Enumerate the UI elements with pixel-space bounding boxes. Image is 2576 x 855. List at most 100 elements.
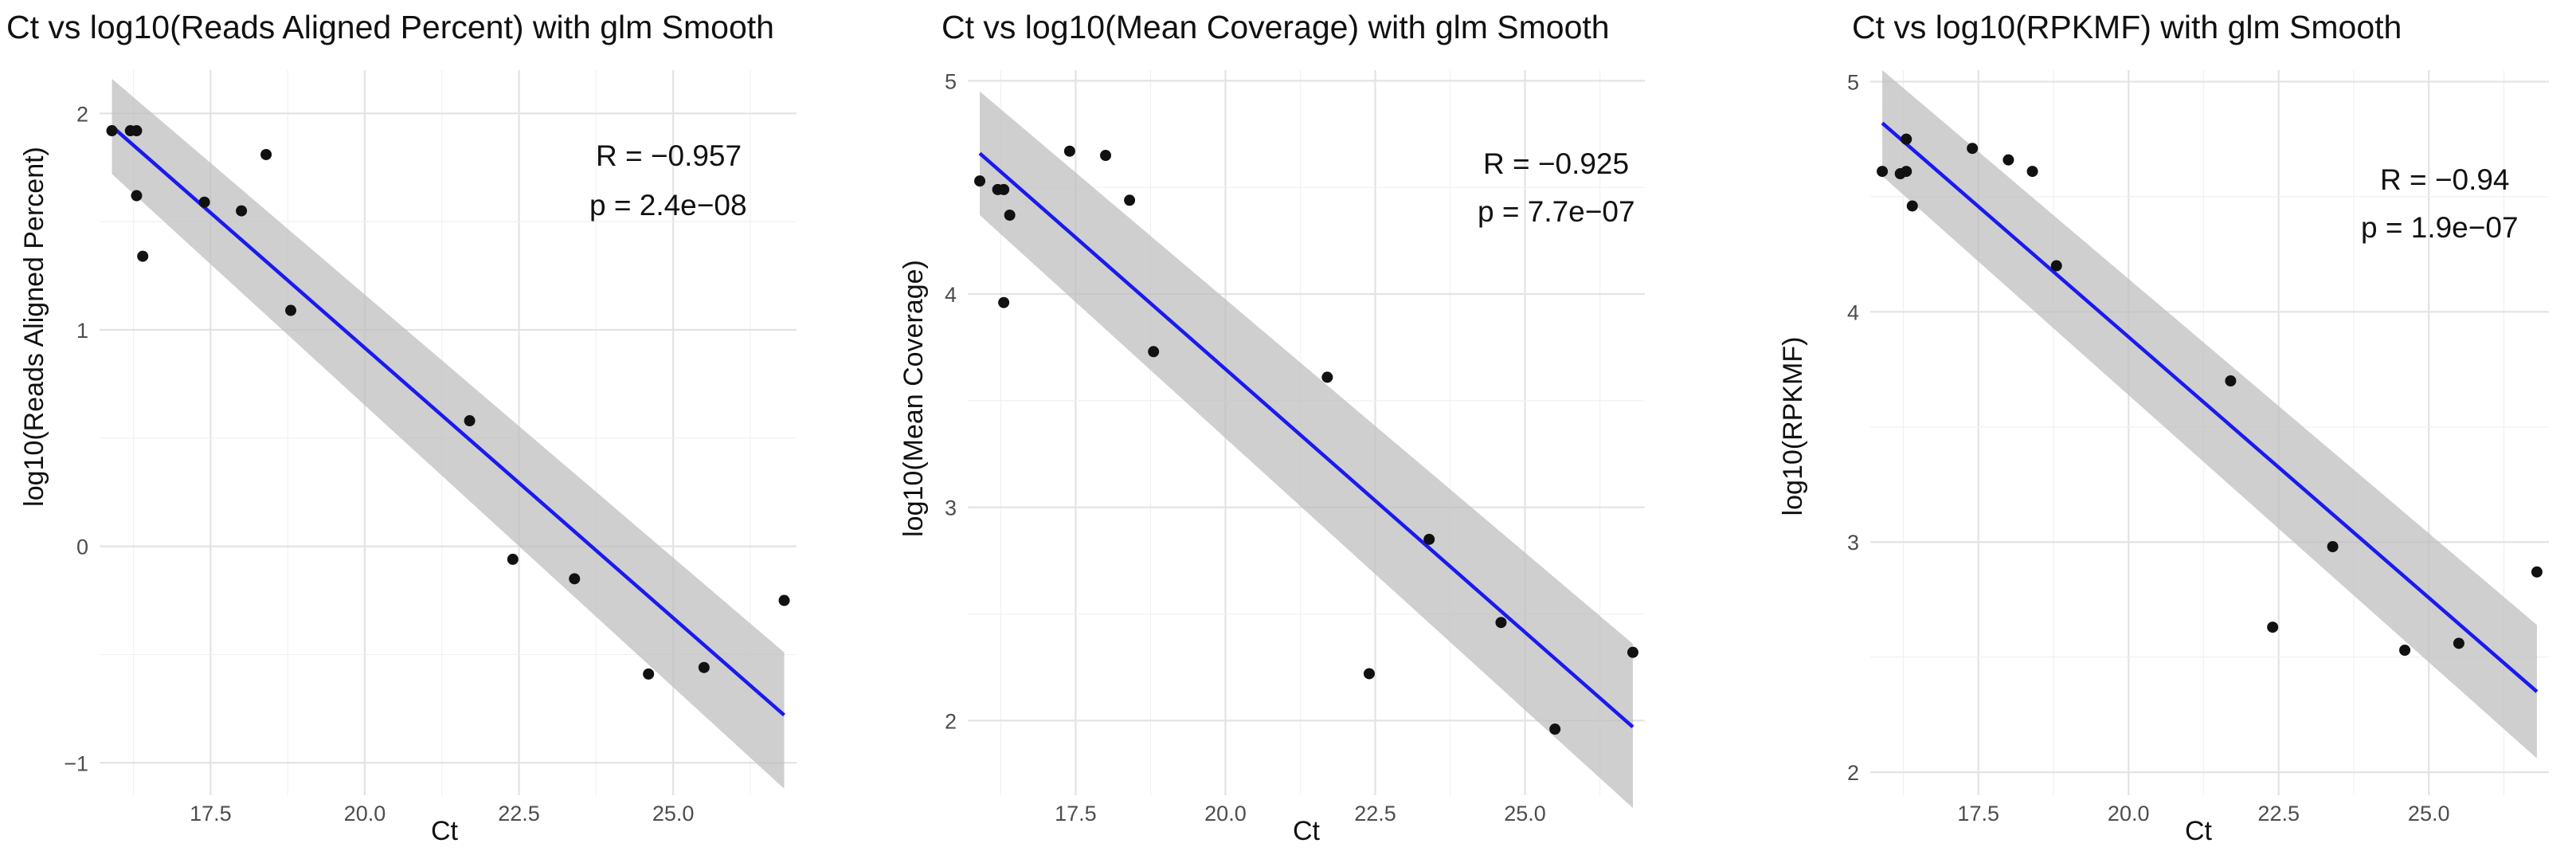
- y-tick-labels: 2 3 4 5: [945, 69, 957, 733]
- y-axis-label: log10(Reads Aligned Percent): [19, 147, 49, 507]
- data-point: [998, 183, 1010, 195]
- y-tick-labels: 2 3 4 5: [1847, 70, 1859, 785]
- data-point: [1627, 646, 1638, 658]
- data-point: [1549, 724, 1561, 735]
- fit-line: [111, 124, 785, 717]
- y-tick-label: −1: [64, 751, 88, 775]
- data-points: [974, 145, 1638, 735]
- chart-panel-1: Ct vs log10(Reads Aligned Percent) with …: [6, 9, 797, 846]
- data-point: [198, 196, 210, 208]
- x-tick-label: 22.5: [1354, 802, 1396, 826]
- data-point: [2026, 166, 2038, 178]
- fit-line: [1881, 121, 2539, 693]
- chart-panel-2: Ct vs log10(Mean Coverage) with glm Smoo…: [898, 9, 1645, 846]
- correlation-p: p = 1.9e−07: [2361, 211, 2519, 244]
- data-point: [1901, 166, 1912, 178]
- data-point: [2267, 622, 2279, 633]
- y-tick-label: 5: [1847, 70, 1859, 94]
- chart-title: Ct vs log10(Mean Coverage) with glm Smoo…: [942, 9, 1610, 45]
- correlation-r: R = −0.957: [596, 139, 742, 172]
- x-tick-label: 17.5: [1055, 802, 1097, 826]
- plot-area: 17.5 20.0 22.5 25.0 −1 0 1 2: [64, 70, 797, 826]
- plot-area: 17.5 20.0 22.5 25.0 2 3 4 5: [945, 69, 1645, 826]
- data-point: [1901, 133, 1912, 145]
- chart-panel-3: Ct vs log10(RPKMF) with glm Smooth 17.5 2…: [1778, 9, 2549, 846]
- data-point: [260, 148, 272, 160]
- data-point: [464, 415, 476, 427]
- x-tick-label: 22.5: [2257, 802, 2300, 826]
- data-point: [1495, 617, 1507, 629]
- y-tick-label: 4: [945, 283, 957, 307]
- data-point: [131, 190, 143, 202]
- data-point: [1063, 145, 1075, 157]
- confidence-ribbon: [112, 78, 785, 789]
- y-tick-label: 2: [945, 709, 957, 733]
- confidence-ribbon: [980, 91, 1633, 809]
- data-point: [1967, 143, 1979, 155]
- data-point: [2225, 375, 2237, 386]
- data-point: [998, 296, 1010, 308]
- correlation-p: p = 7.7e−07: [1478, 195, 1635, 228]
- data-point: [285, 304, 297, 316]
- data-point: [1423, 533, 1435, 545]
- data-points: [106, 125, 790, 680]
- data-point: [2050, 260, 2062, 272]
- data-point: [507, 553, 519, 565]
- data-point: [1100, 150, 1112, 162]
- data-point: [1906, 200, 1918, 212]
- chart-title: Ct vs log10(RPKMF) with glm Smooth: [1852, 9, 2402, 45]
- data-point: [1363, 668, 1375, 680]
- y-tick-label: 5: [945, 69, 957, 93]
- data-point: [2002, 154, 2014, 166]
- y-axis-label: log10(RPKMF): [1778, 337, 1808, 516]
- data-point: [643, 668, 655, 680]
- x-axis-label: Ct: [1293, 816, 1321, 846]
- x-tick-label: 17.5: [190, 802, 232, 826]
- y-axis-label: log10(Mean Coverage): [898, 260, 929, 537]
- correlation-p: p = 2.4e−08: [589, 189, 747, 222]
- y-tick-label: 0: [76, 535, 88, 559]
- x-tick-labels: 17.5 20.0 22.5 25.0: [1957, 802, 2449, 826]
- y-tick-label: 2: [76, 102, 88, 126]
- data-points: [1877, 133, 2543, 656]
- x-tick-label: 25.0: [1504, 802, 1546, 826]
- x-tick-label: 17.5: [1957, 802, 1999, 826]
- fit-line: [978, 151, 1634, 729]
- correlation-r: R = −0.925: [1483, 147, 1629, 180]
- y-tick-label: 3: [945, 496, 957, 520]
- data-point: [1877, 166, 1889, 178]
- confidence-ribbon: [1882, 70, 2537, 759]
- x-tick-label: 25.0: [2408, 802, 2450, 826]
- x-axis-label: Ct: [431, 816, 459, 846]
- y-tick-label: 3: [1847, 531, 1859, 555]
- data-point: [1321, 371, 1333, 383]
- data-point: [569, 573, 581, 585]
- x-tick-label: 20.0: [2108, 802, 2150, 826]
- y-tick-label: 1: [76, 319, 88, 343]
- data-point: [131, 125, 143, 137]
- data-point: [778, 594, 790, 606]
- plot-area: 17.5 20.0 22.5 25.0 2 3 4 5: [1847, 70, 2549, 826]
- data-point: [2399, 645, 2411, 656]
- y-tick-labels: −1 0 1 2: [64, 102, 88, 775]
- data-point: [1124, 194, 1136, 206]
- x-tick-label: 22.5: [498, 802, 540, 826]
- data-point: [2453, 637, 2464, 649]
- x-tick-labels: 17.5 20.0 22.5 25.0: [190, 802, 694, 826]
- x-axis-label: Ct: [2185, 816, 2213, 846]
- data-point: [974, 175, 986, 187]
- data-point: [698, 661, 710, 673]
- data-point: [2327, 541, 2339, 552]
- y-tick-label: 4: [1847, 300, 1859, 324]
- data-point: [236, 205, 248, 217]
- data-point: [1148, 346, 1160, 358]
- chart-title: Ct vs log10(Reads Aligned Percent) with …: [6, 9, 774, 45]
- data-point: [137, 250, 149, 262]
- grid: [1870, 70, 2549, 795]
- correlation-r: R = −0.94: [2380, 163, 2510, 196]
- x-tick-label: 25.0: [652, 802, 695, 826]
- data-point: [1004, 210, 1016, 221]
- data-point: [106, 125, 118, 137]
- x-tick-label: 20.0: [344, 802, 386, 826]
